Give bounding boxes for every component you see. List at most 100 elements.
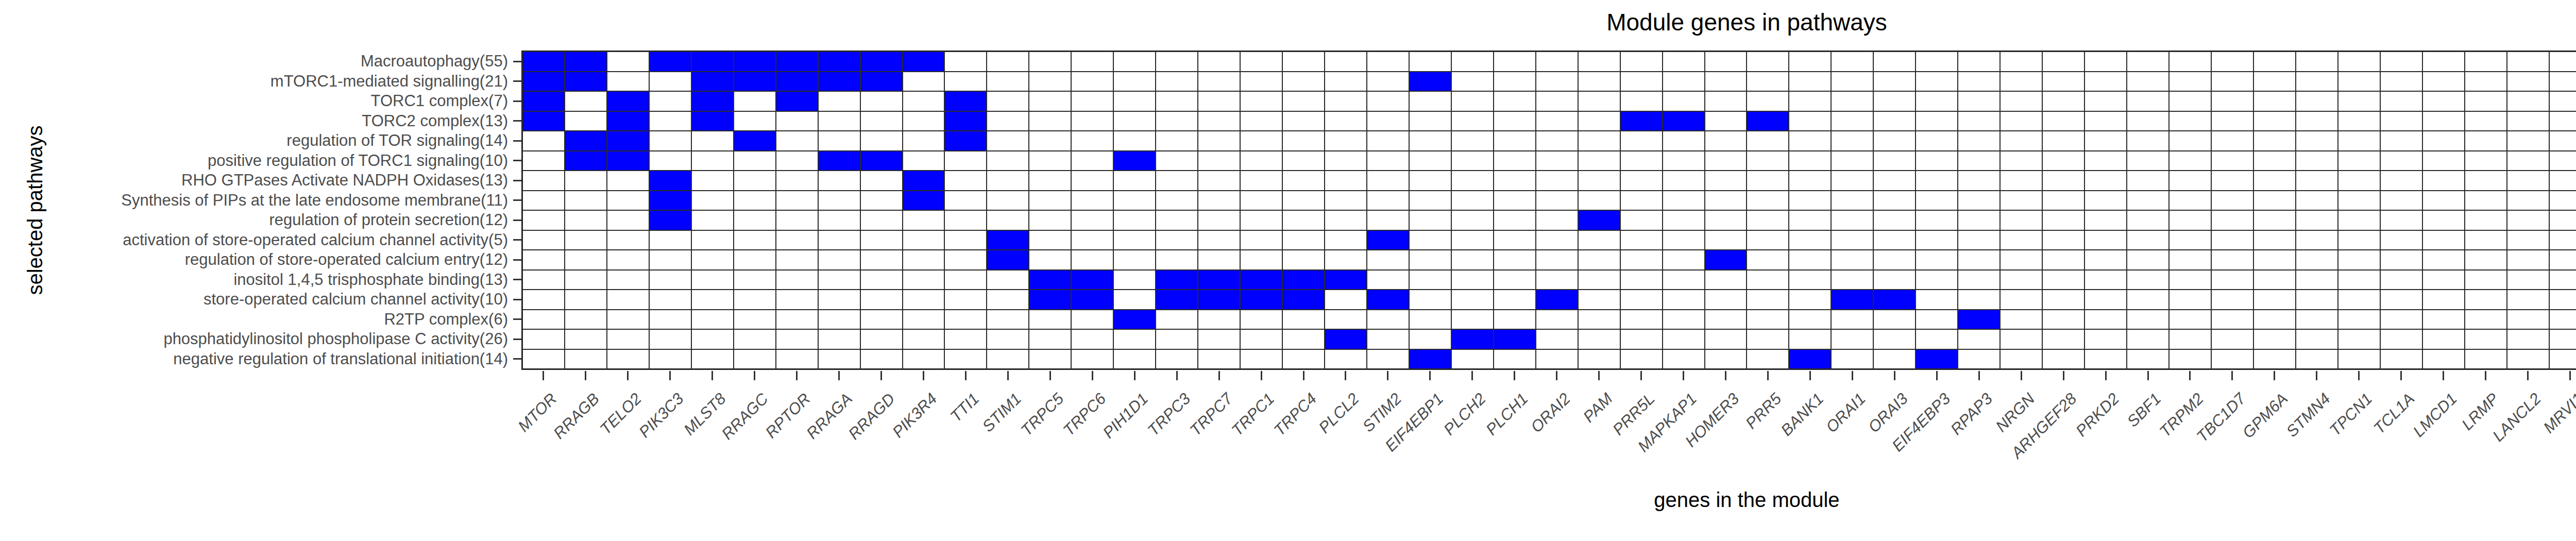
heatmap-cell	[987, 349, 1029, 369]
heatmap-cell	[522, 111, 565, 131]
heatmap-cell	[1578, 171, 1620, 191]
heatmap-cell	[1494, 131, 1536, 151]
heatmap-cell	[1789, 171, 1831, 191]
heatmap-cell	[1789, 151, 1831, 171]
heatmap-cell	[1747, 52, 1789, 72]
heatmap-cell	[1831, 91, 1873, 111]
heatmap-cell	[1620, 349, 1663, 369]
heatmap-cell	[734, 131, 776, 151]
heatmap-cell	[1494, 250, 1536, 270]
heatmap-cell	[1071, 151, 1113, 171]
heatmap-cell	[2084, 250, 2127, 270]
heatmap-cell	[1029, 250, 1071, 270]
x-axis-label-text: TRPC7	[1186, 390, 1236, 439]
heatmap-cell	[2253, 111, 2296, 131]
heatmap-cell	[2465, 131, 2507, 151]
heatmap-cell	[2465, 329, 2507, 349]
y-axis-label: regulation of TOR signaling(14)	[0, 131, 508, 150]
heatmap-cell	[818, 270, 860, 290]
heatmap-cell	[1409, 210, 1451, 230]
heatmap-cell	[2549, 210, 2576, 230]
heatmap-cell	[1578, 131, 1620, 151]
heatmap-cell	[1578, 72, 1620, 92]
heatmap-cell	[944, 191, 987, 211]
heatmap-cell	[1325, 72, 1367, 92]
heatmap-cell	[1831, 230, 1873, 250]
heatmap-cell	[1409, 329, 1451, 349]
heatmap-cell	[691, 151, 734, 171]
heatmap-cell	[1494, 310, 1536, 330]
x-tick-mark	[1556, 371, 1557, 380]
x-tick-mark	[1345, 371, 1346, 380]
heatmap-cell	[1663, 270, 1705, 290]
heatmap-cell	[1409, 131, 1451, 151]
heatmap-cell	[1873, 210, 1916, 230]
heatmap-cell	[2127, 270, 2169, 290]
heatmap-cell	[2127, 131, 2169, 151]
heatmap-cell	[1873, 131, 1916, 151]
heatmap-cell	[1916, 250, 1958, 270]
heatmap-cell	[2000, 151, 2042, 171]
heatmap-cell	[2042, 310, 2084, 330]
heatmap-cell	[1156, 52, 1198, 72]
heatmap-cell	[2380, 310, 2422, 330]
heatmap-cell	[2169, 349, 2211, 369]
heatmap-cell	[1113, 230, 1156, 250]
heatmap-cell	[2422, 191, 2465, 211]
heatmap-cell	[2084, 91, 2127, 111]
y-tick-mark	[513, 339, 521, 340]
heatmap-cell	[1240, 290, 1282, 310]
heatmap-cell	[1282, 270, 1325, 290]
heatmap-cell	[2338, 52, 2380, 72]
heatmap-cell	[1958, 91, 2000, 111]
heatmap-cell	[1113, 131, 1156, 151]
heatmap-cell	[1663, 290, 1705, 310]
heatmap-cell	[1789, 329, 1831, 349]
heatmap-cell	[2084, 171, 2127, 191]
x-tick-mark	[1007, 371, 1009, 380]
heatmap-cell	[2211, 250, 2253, 270]
heatmap-cell	[1367, 72, 1409, 92]
heatmap-cell	[2338, 349, 2380, 369]
heatmap-cell	[1536, 191, 1578, 211]
heatmap-cell	[2296, 131, 2338, 151]
heatmap-cell	[1113, 52, 1156, 72]
heatmap-cell	[1620, 171, 1663, 191]
heatmap-cell	[1958, 52, 2000, 72]
heatmap-cell	[1451, 230, 1494, 250]
heatmap-cell	[1958, 210, 2000, 230]
heatmap-cell	[607, 230, 649, 250]
heatmap-cell	[1113, 250, 1156, 270]
heatmap-cell	[1071, 191, 1113, 211]
heatmap-cell	[1916, 52, 1958, 72]
heatmap-cell	[860, 310, 903, 330]
heatmap-cell	[1958, 111, 2000, 131]
x-axis-label-text: PIK3R4	[889, 390, 941, 442]
heatmap-cell	[2296, 72, 2338, 92]
heatmap-cell	[1113, 151, 1156, 171]
heatmap-cell	[860, 151, 903, 171]
heatmap-cell	[2507, 310, 2549, 330]
x-axis-label-text: RRAGC	[718, 390, 772, 444]
heatmap-cell	[1325, 310, 1367, 330]
heatmap-cell	[565, 131, 607, 151]
heatmap-cell	[565, 151, 607, 171]
y-tick-mark	[513, 358, 521, 360]
heatmap-cell	[2465, 250, 2507, 270]
heatmap-cell	[1916, 270, 1958, 290]
heatmap-cell	[776, 270, 818, 290]
heatmap-cell	[1156, 230, 1198, 250]
y-axis-label: phosphatidylinositol phospholipase C act…	[0, 329, 508, 349]
heatmap-cell	[734, 270, 776, 290]
heatmap-cell	[1325, 349, 1367, 369]
heatmap-cell	[1071, 91, 1113, 111]
heatmap-cell	[565, 191, 607, 211]
heatmap-cell	[2549, 91, 2576, 111]
heatmap-cell	[860, 171, 903, 191]
heatmap-cell	[607, 270, 649, 290]
heatmap-cell	[1451, 250, 1494, 270]
heatmap-cell	[1958, 310, 2000, 330]
heatmap-cell	[2000, 250, 2042, 270]
heatmap-cell	[1282, 290, 1325, 310]
heatmap-cell	[2507, 210, 2549, 230]
